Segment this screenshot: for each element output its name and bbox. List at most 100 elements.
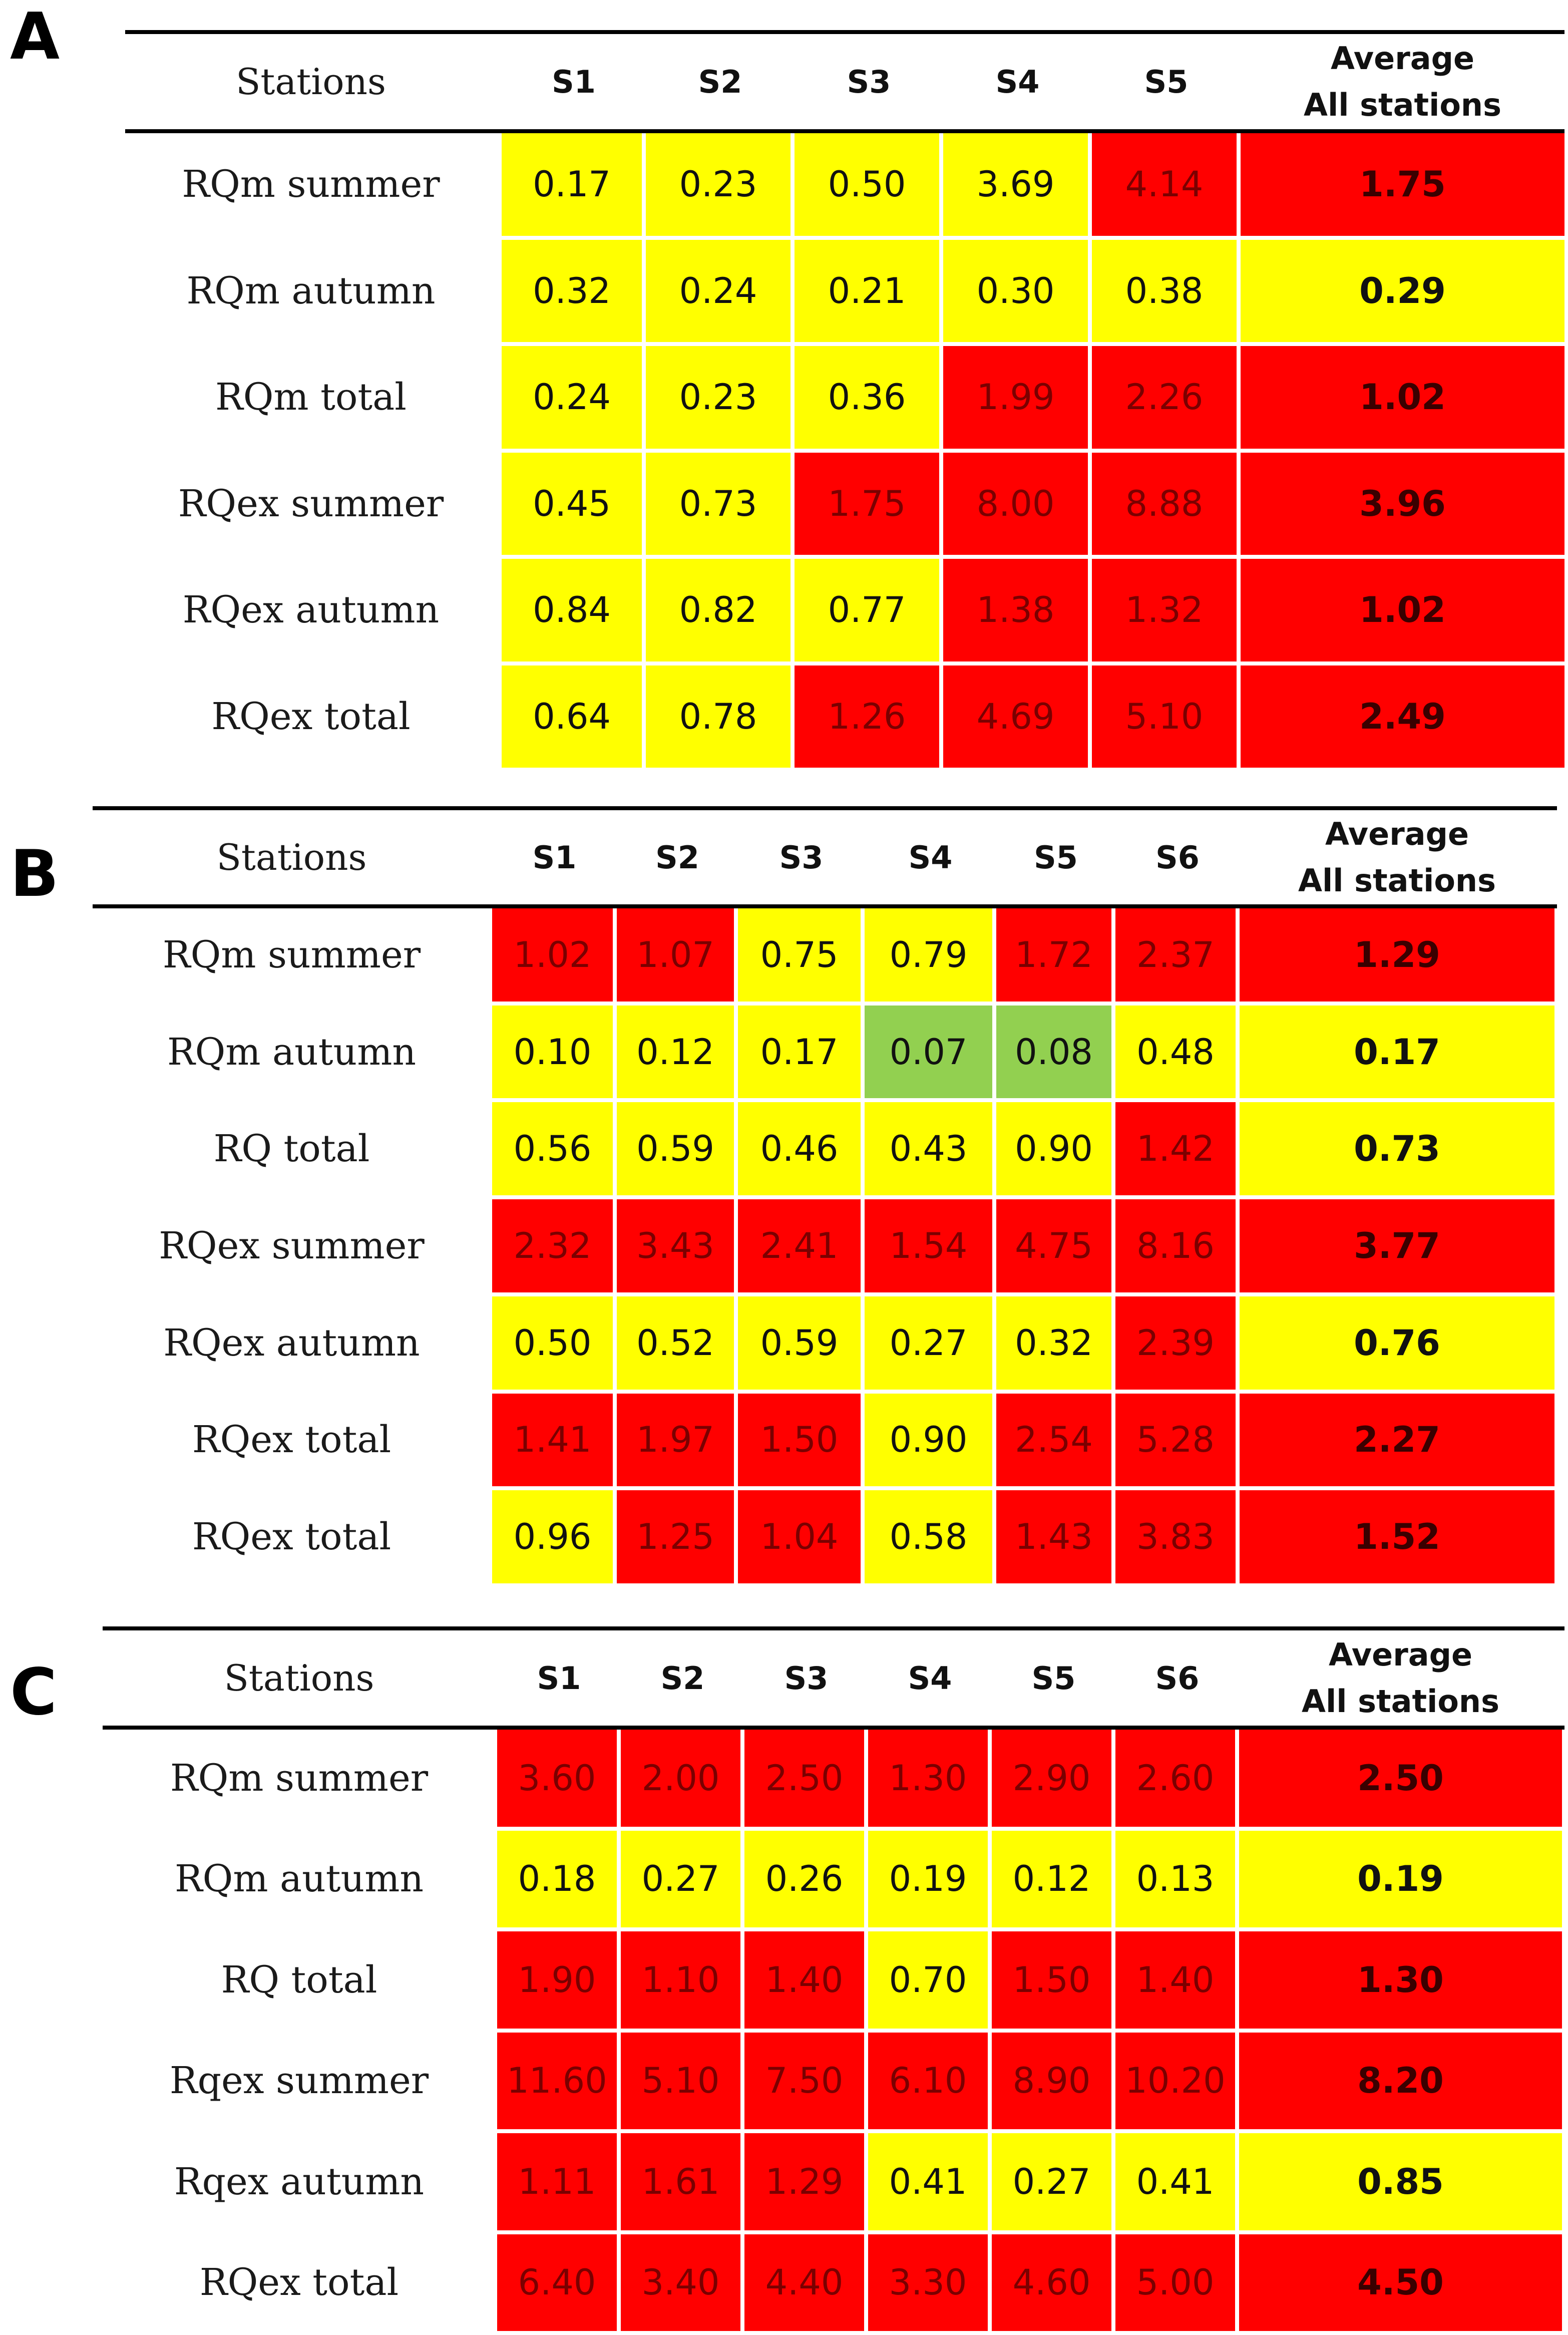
- panel-c-row-4-cell-average: 8.20: [1239, 2032, 1562, 2129]
- panel-c-row-2-cell-s5: 0.12: [992, 1830, 1111, 1927]
- panel-b-header-average: Average All stations: [1240, 810, 1554, 904]
- panel-c-row-1-cell-s3: 2.50: [744, 1730, 864, 1827]
- panel-c-header-s4: S4: [908, 1659, 952, 1697]
- panel-b-row-6-cell-s5: 2.54: [996, 1393, 1111, 1487]
- panel-a-row-1-cell-s2: 0.23: [646, 133, 791, 236]
- panel-c-header-s3: S3: [784, 1659, 829, 1697]
- panel-c-row-4-cell-s6: 10.20: [1115, 2032, 1235, 2129]
- panel-c-header-average-line1: Average: [1328, 1636, 1473, 1673]
- panel-c-row-6-label: RQex total: [199, 2261, 399, 2304]
- panel-c-row-5-cell-s3: 1.29: [744, 2133, 864, 2230]
- panel-a-row-2-cell-s4: 0.30: [943, 239, 1088, 342]
- panel-b-row-6-cell-s2: 1.97: [617, 1393, 734, 1487]
- panel-c-top-rule: [103, 1626, 1564, 1630]
- panel-c-row-2-label: RQm autumn: [174, 1857, 424, 1901]
- panel-c-row-5-label: Rqex autumn: [174, 2160, 425, 2203]
- panel-b-row-4-cell-s2: 3.43: [617, 1199, 734, 1292]
- panel-a-row-3-cell-average: 1.02: [1241, 346, 1564, 449]
- panel-a-header-s3: S3: [847, 63, 891, 100]
- panel-b-row-2-cell-s2: 0.12: [617, 1005, 734, 1099]
- panel-a-row-4-cell-s1: 0.45: [502, 452, 642, 555]
- panel-b-row-7-cell-s5: 1.43: [996, 1490, 1111, 1583]
- panel-a-row-1-cell-average: 1.75: [1241, 133, 1564, 236]
- panel-a-row-5-cell-s2: 0.82: [646, 559, 791, 661]
- panel-c-row-3-label: RQ total: [221, 1958, 377, 2002]
- panel-c-row-4-label: Rqex summer: [169, 2059, 429, 2103]
- panel-b-header-average-line1: Average: [1325, 816, 1469, 852]
- panel-b-row-7-label: RQex total: [192, 1515, 391, 1559]
- panel-a-row-4-label: RQex summer: [178, 482, 444, 525]
- panel-b-row-3-label: RQ total: [213, 1127, 370, 1171]
- panel-a-header-s1: S1: [552, 63, 596, 100]
- panel-b-row-7-cell-s4: 0.58: [865, 1490, 992, 1583]
- panel-c-row-6-cell-s2: 3.40: [621, 2234, 740, 2331]
- panel-c-row-2-cell-s4: 0.19: [868, 1830, 988, 1927]
- panel-c-header-average-line2: All stations: [1302, 1683, 1499, 1720]
- panel-c-header-s1: S1: [537, 1659, 581, 1697]
- panel-b-row-6-cell-average: 2.27: [1240, 1393, 1554, 1487]
- panel-c-row-1-label: RQm summer: [170, 1756, 429, 1800]
- panel-a-row-6-cell-average: 2.49: [1241, 665, 1564, 768]
- panel-a-header-stations: Stations: [236, 61, 386, 103]
- panel-a-row-5-cell-average: 1.02: [1241, 559, 1564, 661]
- panel-a-row-1-label: RQm summer: [182, 163, 440, 206]
- panel-b-row-4-cell-s4: 1.54: [865, 1199, 992, 1292]
- panel-b-row-2-cell-s3: 0.17: [738, 1005, 861, 1099]
- panel-b-header-average-line2: All stations: [1298, 862, 1496, 899]
- panel-b-row-3-cell-s4: 0.43: [865, 1102, 992, 1196]
- panel-c-header-s2: S2: [660, 1659, 705, 1697]
- panel-b-letter: B: [10, 837, 59, 911]
- panel-b-row-2-cell-s4: 0.07: [865, 1005, 992, 1099]
- panel-a-row-6-cell-s5: 5.10: [1092, 665, 1237, 768]
- panel-a-row-4-cell-s4: 8.00: [943, 452, 1088, 555]
- panel-c-header-s5: S5: [1031, 1659, 1076, 1697]
- panel-b-header-s5: S5: [1034, 839, 1078, 876]
- panel-c-letter: C: [10, 1655, 57, 1730]
- panel-a-row-2-cell-s2: 0.24: [646, 239, 791, 342]
- panel-a-row-3-cell-s1: 0.24: [502, 346, 642, 449]
- panel-c-row-5-cell-s6: 0.41: [1115, 2133, 1235, 2230]
- panel-c-row-2-cell-s3: 0.26: [744, 1830, 864, 1927]
- panel-c-header-average: Average All stations: [1239, 1630, 1562, 1726]
- panel-b-header-s4: S4: [908, 839, 953, 876]
- panel-b-row-7-cell-s6: 3.83: [1115, 1490, 1236, 1583]
- panel-a-row-4-cell-average: 3.96: [1241, 452, 1564, 555]
- panel-b-row-5-cell-s2: 0.52: [617, 1296, 734, 1390]
- panel-b-row-2-label: RQm autumn: [167, 1030, 417, 1074]
- panel-b-header-s6: S6: [1155, 839, 1200, 876]
- panel-b-row-3-cell-average: 0.73: [1240, 1102, 1554, 1196]
- panel-a-header-rule: [125, 129, 1564, 133]
- panel-b-header-s1: S1: [532, 839, 577, 876]
- panel-a-header-average: Average All stations: [1241, 34, 1564, 129]
- panel-a-row-4-cell-s2: 0.73: [646, 452, 791, 555]
- panel-c-row-6-cell-s4: 3.30: [868, 2234, 988, 2331]
- panel-a-row-6-cell-s4: 4.69: [943, 665, 1088, 768]
- panel-b-row-2-cell-s6: 0.48: [1115, 1005, 1236, 1099]
- panel-c-row-3-cell-s3: 1.40: [744, 1931, 864, 2029]
- panel-b-row-5-cell-s4: 0.27: [865, 1296, 992, 1390]
- panel-c-row-4-cell-s5: 8.90: [992, 2032, 1111, 2129]
- panel-c-row-1-cell-average: 2.50: [1239, 1730, 1562, 1827]
- panel-b-row-3-cell-s2: 0.59: [617, 1102, 734, 1196]
- panel-a-row-6-label: RQex total: [211, 695, 411, 738]
- panel-b-row-3-cell-s5: 0.90: [996, 1102, 1111, 1196]
- panel-b-row-4-cell-s3: 2.41: [738, 1199, 861, 1292]
- panel-b-row-6-cell-s4: 0.90: [865, 1393, 992, 1487]
- panel-b-row-7-cell-s1: 0.96: [492, 1490, 613, 1583]
- panel-c-row-3-cell-s5: 1.50: [992, 1931, 1111, 2029]
- panel-c-row-1-cell-s2: 2.00: [621, 1730, 740, 1827]
- panel-c-row-1-cell-s1: 3.60: [497, 1730, 617, 1827]
- panel-b-row-6-cell-s3: 1.50: [738, 1393, 861, 1487]
- panel-c-header-rule: [103, 1726, 1564, 1730]
- panel-b-row-4-label: RQex summer: [159, 1224, 425, 1267]
- panel-b-header-stations: Stations: [216, 836, 367, 878]
- panel-c-row-4-cell-s3: 7.50: [744, 2032, 864, 2129]
- panel-a-header-s4: S4: [995, 63, 1040, 100]
- panel-a-row-6-cell-s2: 0.78: [646, 665, 791, 768]
- panel-c-header-s6: S6: [1155, 1659, 1200, 1697]
- panel-a-header-average-line2: All stations: [1304, 87, 1501, 123]
- panel-a-row-2-cell-s1: 0.32: [502, 239, 642, 342]
- panel-a-row-1-cell-s4: 3.69: [943, 133, 1088, 236]
- panel-c-row-1-cell-s6: 2.60: [1115, 1730, 1235, 1827]
